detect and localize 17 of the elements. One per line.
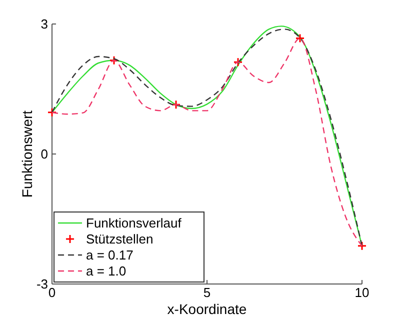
y-tick-label: -3 [36,276,48,292]
x-tick-label: 5 [203,285,211,300]
y-tick-label: 3 [40,16,48,32]
legend-label: Stützstellen [86,232,154,247]
x-axis-title: x-Koordinate [167,301,247,317]
legend-label: a = 0.17 [86,248,134,263]
x-tick-label: 10 [354,285,370,300]
point [109,56,119,66]
point [171,100,181,110]
y-tick-label: 0 [40,146,48,162]
point [357,241,367,251]
point [295,34,305,44]
point [47,108,57,118]
legend-label: a = 1.0 [86,264,126,279]
legend-label: Funktionsverlauf [86,216,182,231]
point [233,57,243,67]
y-axis-title: Funktionswert [19,110,35,198]
